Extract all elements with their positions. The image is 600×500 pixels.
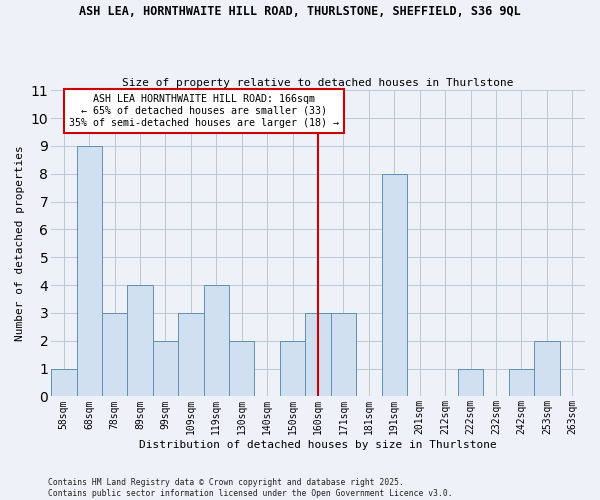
Text: ASH LEA, HORNTHWAITE HILL ROAD, THURLSTONE, SHEFFIELD, S36 9QL: ASH LEA, HORNTHWAITE HILL ROAD, THURLSTO… xyxy=(79,5,521,18)
Bar xyxy=(305,313,331,396)
Bar xyxy=(458,368,484,396)
Bar xyxy=(127,285,153,397)
Title: Size of property relative to detached houses in Thurlstone: Size of property relative to detached ho… xyxy=(122,78,514,88)
Bar xyxy=(51,368,77,396)
Bar xyxy=(331,313,356,396)
Text: ASH LEA HORNTHWAITE HILL ROAD: 166sqm
← 65% of detached houses are smaller (33)
: ASH LEA HORNTHWAITE HILL ROAD: 166sqm ← … xyxy=(68,94,338,128)
Bar xyxy=(280,340,305,396)
Bar xyxy=(102,313,127,396)
Bar xyxy=(534,340,560,396)
X-axis label: Distribution of detached houses by size in Thurlstone: Distribution of detached houses by size … xyxy=(139,440,497,450)
Y-axis label: Number of detached properties: Number of detached properties xyxy=(15,146,25,341)
Bar xyxy=(229,340,254,396)
Bar xyxy=(509,368,534,396)
Bar xyxy=(178,313,203,396)
Bar xyxy=(77,146,102,397)
Bar xyxy=(203,285,229,397)
Bar xyxy=(382,174,407,396)
Text: Contains HM Land Registry data © Crown copyright and database right 2025.
Contai: Contains HM Land Registry data © Crown c… xyxy=(48,478,452,498)
Bar xyxy=(153,340,178,396)
